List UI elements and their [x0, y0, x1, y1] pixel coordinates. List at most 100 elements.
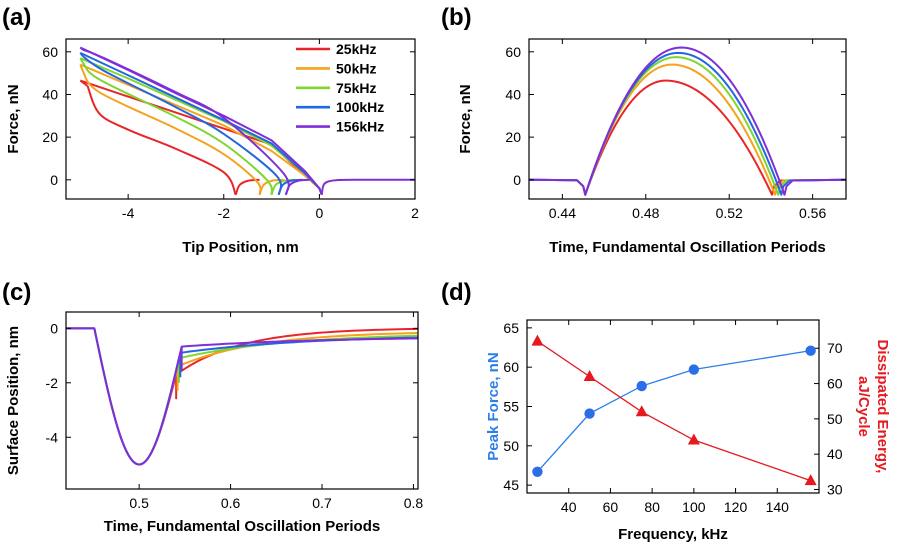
- y-tick-label: -2: [46, 375, 59, 391]
- x-tick-label: 0.6: [221, 495, 241, 511]
- plot-area: [529, 46, 846, 196]
- dissipated-energy-point: [583, 369, 596, 381]
- peak-force-point: [688, 364, 700, 375]
- x-tick-label: 0.44: [549, 205, 576, 221]
- y-tick-label: 40: [42, 86, 58, 102]
- series-75kHz: [66, 327, 418, 466]
- panel-label: (d): [441, 279, 472, 306]
- series-50kHz: [529, 63, 846, 196]
- dissipated-energy-point: [687, 433, 700, 445]
- apex-link: [79, 46, 84, 51]
- y-tick-label: 0: [50, 320, 58, 336]
- panel-b: (b) 0.44 0.48 0.52 0.56 Time, Fundamental Osc…: [441, 4, 847, 256]
- panel-label: (a): [2, 4, 31, 31]
- y-right-axis-title-line1: Dissipated Energy,: [874, 340, 891, 474]
- unloading-curve: [86, 85, 237, 196]
- x-tick-label: 2: [411, 205, 419, 221]
- y-tick-label: 40: [505, 86, 521, 102]
- peak-force-point: [636, 380, 647, 392]
- x-tick-label: -2: [218, 205, 231, 221]
- panel-label: (b): [441, 4, 472, 31]
- y-right-tick-label: 70: [827, 340, 843, 356]
- series-50kHz: [66, 327, 418, 466]
- x-tick-label: 0: [315, 205, 323, 221]
- legend-label: 75kHz: [336, 80, 376, 96]
- x-tick-label: 0.7: [312, 495, 332, 511]
- y-axis-title: Force, nN: [457, 84, 474, 153]
- zero-force-line: [320, 178, 415, 195]
- apex-link: [79, 52, 84, 57]
- series-156kHz: [66, 327, 418, 466]
- apex-link: [79, 57, 84, 63]
- plot-frame: [65, 311, 419, 490]
- x-axis-title: Tip Position, nm: [182, 239, 298, 256]
- plot-area: [79, 46, 415, 196]
- peak-force-point: [805, 345, 816, 356]
- x-axis-title: Time, Fundamental Oscillation Periods: [549, 239, 825, 256]
- y-axis-title: Force, nN: [5, 84, 22, 153]
- legend-label: 156kHz: [336, 119, 384, 135]
- legend-label: 50kHz: [336, 60, 376, 76]
- panel-c: (c) 0.5 0.6 0.7 0.8 Time, Fundamental Oscilla…: [2, 279, 423, 535]
- x-tick-label: 0.52: [716, 205, 743, 221]
- peak-force-point: [532, 466, 543, 477]
- y-left-tick-label: 65: [503, 320, 519, 336]
- y-left-axis-title: Peak Force, nN: [485, 352, 502, 460]
- y-left-tick-label: 50: [503, 438, 519, 454]
- y-right-axis-title: Dissipated Energy,aJ/Cycle: [855, 340, 891, 474]
- series-75kHz: [79, 57, 323, 196]
- legend-label: 25kHz: [336, 41, 376, 57]
- y-left-tick-label: 55: [503, 399, 519, 415]
- unloading-curve: [82, 48, 290, 195]
- y-left-tick-label: 60: [503, 359, 519, 375]
- apex-link: [79, 79, 89, 87]
- unloading-curve: [81, 70, 262, 195]
- series-25kHz: [529, 79, 846, 196]
- x-tick-label: -4: [122, 205, 135, 221]
- pull-off-curve: [234, 178, 260, 196]
- y-axis-title: Surface Position, nm: [5, 326, 22, 475]
- y-tick-label: 60: [505, 44, 521, 60]
- x-axis-title: Time, Fundamental Oscillation Periods: [104, 518, 380, 535]
- y-right-tick-label: 40: [827, 446, 843, 462]
- series-156kHz: [79, 46, 323, 196]
- x-tick-label: 100: [682, 499, 706, 515]
- y-tick-label: -4: [46, 429, 59, 445]
- loading-curve: [79, 57, 323, 196]
- pull-off-curve: [270, 178, 296, 196]
- x-tick-label: 80: [644, 499, 660, 515]
- unloading-curve: [81, 61, 273, 196]
- series-100kHz: [66, 327, 418, 466]
- peak-force-point: [584, 408, 595, 419]
- pull-off-curve: [258, 178, 284, 196]
- legend-label: 100kHz: [336, 99, 384, 115]
- y-tick-label: 20: [505, 129, 521, 145]
- x-tick-label: 60: [603, 499, 619, 515]
- plot-frame: [65, 38, 416, 200]
- y-tick-label: 0: [513, 172, 521, 188]
- series-100kHz: [529, 51, 846, 196]
- y-right-tick-label: 60: [827, 376, 843, 392]
- x-tick-label: 40: [561, 499, 577, 515]
- plot-area: [66, 327, 418, 466]
- y-right-axis-title-line2: aJ/Cycle: [855, 376, 872, 437]
- y-right-tick-label: 30: [827, 481, 843, 497]
- dissipated-energy-line: [537, 340, 811, 482]
- dissipated-energy-point: [531, 334, 544, 346]
- panel-label: (c): [2, 279, 31, 306]
- pull-off-curve: [284, 178, 310, 196]
- y-left-tick-label: 45: [503, 477, 519, 493]
- y-tick-label: 0: [50, 172, 58, 188]
- x-tick-label: 120: [724, 499, 748, 515]
- plot-frame: [526, 319, 820, 494]
- dissipated-energy-point: [635, 405, 648, 417]
- panel-a: (a) -4 -2 0 2 Tip Position, nm 0 20 40 60 Force, n…: [2, 4, 419, 256]
- x-tick-label: 140: [766, 499, 790, 515]
- series-75kHz: [529, 56, 846, 196]
- x-tick-label: 0.8: [404, 495, 424, 511]
- y-tick-label: 60: [42, 44, 58, 60]
- x-axis-title: Frequency, kHz: [618, 526, 728, 543]
- dissipated-energy-point: [804, 474, 817, 486]
- legend: 25kHz 50kHz 75kHz 100kHz 156kHz: [296, 41, 384, 135]
